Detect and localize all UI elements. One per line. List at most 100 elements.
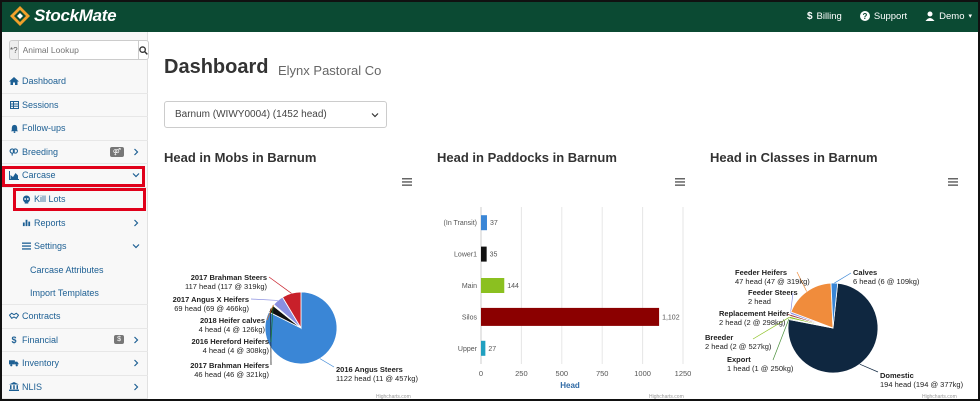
billing-link[interactable]: $ Billing bbox=[807, 11, 842, 22]
chevron-down-icon bbox=[132, 173, 140, 178]
billing-label: Billing bbox=[816, 10, 842, 22]
pie-connector bbox=[772, 318, 790, 361]
sidebar-item-nlis[interactable]: NLIS bbox=[0, 376, 148, 399]
pie-slice-value: 4 head (4 @ 308kg) bbox=[203, 346, 270, 355]
pie-connector bbox=[834, 272, 852, 284]
highcharts-credit[interactable]: Highcharts.com bbox=[649, 394, 684, 400]
pie-slice[interactable] bbox=[281, 291, 302, 330]
pie-connector bbox=[270, 305, 274, 343]
pie-slice-value: 47 head (47 @ 319kg) bbox=[735, 277, 810, 286]
pie-slice-value: 2 head (2 @ 527kg) bbox=[705, 342, 772, 351]
pie-slice-name: 2017 Brahman Steers bbox=[191, 273, 267, 282]
support-label: Support bbox=[873, 10, 908, 22]
user-menu[interactable]: Demo ▾ bbox=[925, 11, 972, 22]
chart-menu-icon[interactable] bbox=[675, 178, 685, 186]
pie-connector bbox=[859, 363, 879, 373]
pie-slice-name: Breeder bbox=[705, 333, 733, 342]
chart-menu-icon[interactable] bbox=[402, 178, 412, 186]
chevron-right-icon bbox=[134, 148, 139, 156]
sidebar: *? Dashboard Sessions Follow-ups Breedin… bbox=[0, 32, 149, 401]
top-navbar: StockMate $ Billing ? Support Demo ▾ bbox=[0, 0, 980, 32]
pie-slice-value: 6 head (6 @ 109kg) bbox=[853, 277, 920, 286]
pie-connector bbox=[790, 292, 794, 314]
skull-icon bbox=[21, 194, 31, 204]
bar[interactable] bbox=[481, 307, 660, 326]
pie-slice-value: 46 head (46 @ 321kg) bbox=[194, 370, 269, 379]
truck-icon bbox=[9, 358, 19, 368]
sidebar-item-contracts[interactable]: Contracts bbox=[0, 305, 148, 329]
x-tick-label: 500 bbox=[556, 369, 569, 378]
sidebar-item-label: Breeding bbox=[22, 146, 59, 157]
pie-connector bbox=[752, 316, 790, 340]
sidebar-item-label: Settings bbox=[34, 241, 67, 252]
y-category-label: Upper bbox=[458, 346, 478, 353]
y-category-label: Main bbox=[462, 283, 477, 290]
sidebar-item-kill-lots[interactable]: Kill Lots bbox=[0, 188, 148, 212]
sidebar-item-carcase-attributes[interactable]: Carcase Attributes bbox=[0, 258, 148, 282]
stockmate-logo-icon bbox=[10, 6, 30, 26]
bar-value-label: 144 bbox=[507, 283, 519, 290]
sidebar-item-label: Inventory bbox=[22, 358, 60, 369]
sidebar-item-import-templates[interactable]: Import Templates bbox=[0, 282, 148, 305]
sidebar-item-settings[interactable]: Settings bbox=[0, 235, 148, 259]
pie-connector bbox=[268, 276, 292, 294]
bar[interactable] bbox=[481, 215, 487, 231]
bar[interactable] bbox=[481, 278, 505, 293]
highcharts-credit[interactable]: Highcharts.com bbox=[376, 394, 411, 400]
venus-mars-icon: ⚤ bbox=[112, 148, 121, 156]
home-icon bbox=[9, 76, 19, 86]
pie-connector bbox=[786, 313, 791, 316]
property-select[interactable]: Barnum (WIWY0004) (1452 head) bbox=[164, 101, 387, 128]
highcharts-credit[interactable]: Highcharts.com bbox=[922, 394, 957, 400]
pie-slice-value: 2 head (2 @ 298kg) bbox=[719, 318, 786, 327]
pie-slice-value: 4 head (4 @ 126kg) bbox=[199, 325, 266, 334]
sidebar-item-label: NLIS bbox=[22, 381, 43, 392]
area-chart-icon bbox=[9, 170, 19, 180]
table-icon bbox=[9, 100, 19, 110]
sidebar-item-inventory[interactable]: Inventory bbox=[0, 352, 148, 376]
brand-name: StockMate bbox=[34, 6, 117, 25]
animal-lookup-input[interactable] bbox=[17, 40, 139, 60]
sidebar-item-follow-ups[interactable]: Follow-ups bbox=[0, 117, 148, 141]
x-tick-label: 750 bbox=[596, 369, 609, 378]
support-link[interactable]: ? Support bbox=[859, 10, 908, 22]
dollar-icon: $ bbox=[806, 10, 813, 22]
breeding-badge: ⚤ bbox=[109, 146, 124, 157]
page-title: Dashboard bbox=[164, 56, 269, 78]
brand[interactable]: StockMate bbox=[10, 4, 117, 28]
pie-slice-name: Feeder Heifers bbox=[735, 268, 787, 277]
sidebar-item-reports[interactable]: Reports bbox=[0, 211, 148, 235]
sidebar-item-sessions[interactable]: Sessions bbox=[0, 94, 148, 117]
sidebar-item-financial[interactable]: $ Financial $ bbox=[0, 329, 148, 352]
pie-slice-name: 2017 Angus X Heifers bbox=[173, 295, 249, 304]
wildcard-toggle[interactable]: *? bbox=[9, 40, 18, 60]
pie-slice-name: 2016 Angus Steers bbox=[336, 365, 403, 374]
paddocks-bar-chart: 0 250 500 750 1000 1250 (In Transit) 37 Lower1 35… bbox=[444, 207, 692, 390]
sidebar-item-label: Financial bbox=[22, 334, 59, 345]
chart-menu-icon[interactable] bbox=[948, 178, 958, 186]
handshake-icon bbox=[9, 311, 19, 321]
pie-slice-name: Domestic bbox=[880, 371, 914, 380]
bar-value-label: 27 bbox=[488, 346, 496, 353]
caret-down-icon: ▾ bbox=[968, 13, 972, 20]
pie-connector bbox=[250, 298, 278, 301]
pie-slice-value: 117 head (117 @ 319kg) bbox=[185, 282, 267, 291]
pie-connector bbox=[796, 271, 807, 292]
bar[interactable] bbox=[481, 340, 486, 356]
bar[interactable] bbox=[481, 246, 487, 262]
sidebar-item-breeding[interactable]: Breeding ⚤ bbox=[0, 141, 148, 164]
search-button[interactable] bbox=[138, 40, 149, 60]
x-tick-label: 1250 bbox=[675, 369, 692, 378]
venus-mars-icon bbox=[9, 147, 19, 157]
sidebar-item-carcase[interactable]: Carcase bbox=[0, 164, 148, 188]
mobs-chart-title: Head in Mobs in Barnum bbox=[164, 150, 317, 165]
sidebar-item-label: Import Templates bbox=[30, 287, 99, 298]
animal-lookup-group: *? bbox=[9, 40, 149, 60]
sidebar-item-dashboard[interactable]: Dashboard bbox=[0, 70, 148, 94]
pie-slice-name: Calves bbox=[853, 268, 877, 277]
sidebar-item-label: Sessions bbox=[22, 99, 59, 110]
pie-slice-value: 2 head bbox=[748, 297, 771, 306]
pie-slice-value: 194 head (194 @ 377kg) bbox=[880, 380, 964, 389]
